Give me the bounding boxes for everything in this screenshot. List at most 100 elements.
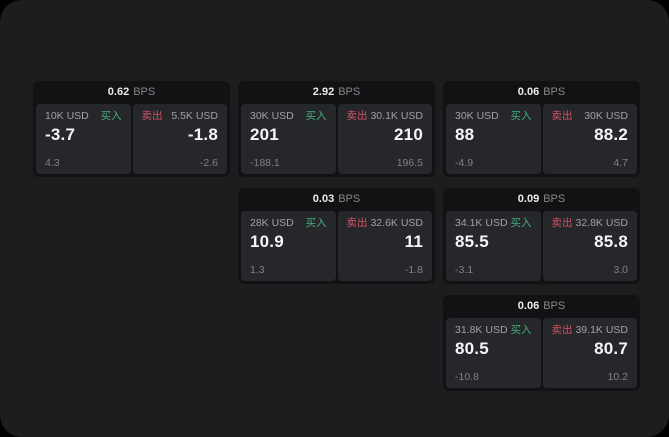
- buy-amount: 28K USD: [250, 217, 294, 229]
- quote-body: 34.1K USD 买入 85.5 -3.1 卖出 32.8K USD 85.8…: [443, 211, 640, 284]
- sell-panel[interactable]: 卖出 5.5K USD -1.8 -2.6: [132, 104, 227, 174]
- bps-unit-label: BPS: [543, 86, 566, 98]
- sell-panel[interactable]: 卖出 32.8K USD 85.8 3.0: [542, 211, 637, 281]
- buy-panel[interactable]: 28K USD 买入 10.9 1.3: [241, 211, 336, 281]
- sell-sub-value: -2.6: [199, 156, 218, 169]
- quote-body: 31.8K USD 买入 80.5 -10.8 卖出 39.1K USD 80.…: [443, 318, 640, 391]
- buy-panel-top: 31.8K USD 买入: [455, 325, 532, 336]
- buy-sub-value: -3.1: [455, 263, 474, 276]
- sell-amount: 5.5K USD: [171, 110, 218, 122]
- sell-side-label: 卖出: [551, 217, 573, 229]
- bps-card: 2.92 BPS 30K USD 买入 201 -188.1 卖出 30.1K …: [238, 81, 435, 177]
- sell-side-label: 卖出: [141, 110, 163, 122]
- sell-panel-top: 卖出 32.8K USD: [552, 218, 629, 229]
- sell-panel-top: 卖出 5.5K USD: [142, 111, 219, 122]
- buy-panel[interactable]: 31.8K USD 买入 80.5 -10.8: [446, 318, 541, 388]
- sell-sub-value: 196.5: [396, 156, 423, 169]
- bps-unit-label: BPS: [543, 193, 566, 205]
- bps-unit-label: BPS: [543, 300, 566, 312]
- sell-sub-value: -1.8: [404, 263, 423, 276]
- buy-panel[interactable]: 10K USD 买入 -3.7 4.3: [36, 104, 131, 174]
- sell-side-label: 卖出: [346, 110, 368, 122]
- buy-panel[interactable]: 30K USD 买入 201 -188.1: [241, 104, 336, 174]
- buy-main-value: 201: [250, 124, 279, 144]
- quote-body: 30K USD 买入 201 -188.1 卖出 30.1K USD 210 1…: [238, 104, 435, 177]
- buy-panel-top: 10K USD 买入: [45, 111, 122, 122]
- sell-main-value: 11: [404, 231, 423, 251]
- sell-side-label: 卖出: [551, 110, 573, 122]
- sell-panel[interactable]: 卖出 39.1K USD 80.7 10.2: [542, 318, 637, 388]
- buy-side-label: 买入: [510, 217, 532, 229]
- buy-main-value: 80.5: [455, 338, 489, 358]
- quote-body: 10K USD 买入 -3.7 4.3 卖出 5.5K USD -1.8 -2.…: [33, 104, 230, 177]
- buy-main-value: 88: [455, 124, 475, 144]
- sell-amount: 32.6K USD: [370, 217, 423, 229]
- quote-body: 30K USD 买入 88 -4.9 卖出 30K USD 88.2 4.7: [443, 104, 640, 177]
- bps-header: 0.06 BPS: [443, 295, 640, 318]
- bps-card: 0.03 BPS 28K USD 买入 10.9 1.3 卖出 32.6K US…: [238, 188, 435, 284]
- buy-side-label: 买入: [305, 110, 327, 122]
- buy-amount: 30K USD: [250, 110, 294, 122]
- buy-panel[interactable]: 30K USD 买入 88 -4.9: [446, 104, 541, 174]
- sell-sub-value: 4.7: [613, 156, 628, 169]
- sell-sub-value: 3.0: [613, 263, 628, 276]
- sell-side-label: 卖出: [346, 217, 368, 229]
- buy-panel-top: 30K USD 买入: [455, 111, 532, 122]
- sell-sub-value: 10.2: [607, 370, 628, 383]
- buy-panel-top: 30K USD 买入: [250, 111, 327, 122]
- sell-main-value: 88.2: [594, 124, 628, 144]
- bps-unit-label: BPS: [338, 86, 361, 98]
- buy-amount: 31.8K USD: [455, 324, 508, 336]
- bps-value: 0.62: [107, 86, 130, 98]
- bps-value: 0.06: [517, 300, 540, 312]
- buy-panel-top: 28K USD 买入: [250, 218, 327, 229]
- sell-main-value: 80.7: [594, 338, 628, 358]
- bps-unit-label: BPS: [133, 86, 156, 98]
- buy-panel[interactable]: 34.1K USD 买入 85.5 -3.1: [446, 211, 541, 281]
- buy-panel-top: 34.1K USD 买入: [455, 218, 532, 229]
- sell-amount: 32.8K USD: [575, 217, 628, 229]
- sell-amount: 30.1K USD: [370, 110, 423, 122]
- bps-card: 0.09 BPS 34.1K USD 买入 85.5 -3.1 卖出 32.8K…: [443, 188, 640, 284]
- sell-main-value: -1.8: [187, 124, 218, 144]
- bps-value: 0.03: [312, 193, 335, 205]
- buy-sub-value: -188.1: [250, 156, 280, 169]
- sell-main-value: 210: [394, 124, 423, 144]
- sell-side-label: 卖出: [551, 324, 573, 336]
- buy-side-label: 买入: [510, 110, 532, 122]
- buy-sub-value: 1.3: [250, 263, 265, 276]
- sell-amount: 30K USD: [584, 110, 628, 122]
- bps-value: 0.06: [517, 86, 540, 98]
- bps-header: 0.06 BPS: [443, 81, 640, 104]
- bps-header: 2.92 BPS: [238, 81, 435, 104]
- buy-main-value: 85.5: [455, 231, 489, 251]
- buy-side-label: 买入: [100, 110, 122, 122]
- bps-card: 0.06 BPS 30K USD 买入 88 -4.9 卖出 30K USD 8…: [443, 81, 640, 177]
- buy-amount: 30K USD: [455, 110, 499, 122]
- sell-panel-top: 卖出 30.1K USD: [347, 111, 424, 122]
- sell-panel[interactable]: 卖出 32.6K USD 11 -1.8: [337, 211, 432, 281]
- quote-body: 28K USD 买入 10.9 1.3 卖出 32.6K USD 11 -1.8: [238, 211, 435, 284]
- bps-unit-label: BPS: [338, 193, 361, 205]
- buy-sub-value: -4.9: [455, 156, 474, 169]
- buy-sub-value: 4.3: [45, 156, 60, 169]
- buy-sub-value: -10.8: [455, 370, 479, 383]
- bps-value: 0.09: [517, 193, 540, 205]
- buy-amount: 34.1K USD: [455, 217, 508, 229]
- bps-header: 0.03 BPS: [238, 188, 435, 211]
- buy-side-label: 买入: [305, 217, 327, 229]
- sell-panel[interactable]: 卖出 30.1K USD 210 196.5: [337, 104, 432, 174]
- buy-amount: 10K USD: [45, 110, 89, 122]
- buy-main-value: 10.9: [250, 231, 284, 251]
- bps-value: 2.92: [312, 86, 335, 98]
- sell-amount: 39.1K USD: [575, 324, 628, 336]
- sell-panel-top: 卖出 30K USD: [552, 111, 629, 122]
- sell-main-value: 85.8: [594, 231, 628, 251]
- buy-side-label: 买入: [510, 324, 532, 336]
- sell-panel-top: 卖出 39.1K USD: [552, 325, 629, 336]
- sell-panel-top: 卖出 32.6K USD: [347, 218, 424, 229]
- sell-panel[interactable]: 卖出 30K USD 88.2 4.7: [542, 104, 637, 174]
- bps-card: 0.06 BPS 31.8K USD 买入 80.5 -10.8 卖出 39.1…: [443, 295, 640, 391]
- bps-header: 0.62 BPS: [33, 81, 230, 104]
